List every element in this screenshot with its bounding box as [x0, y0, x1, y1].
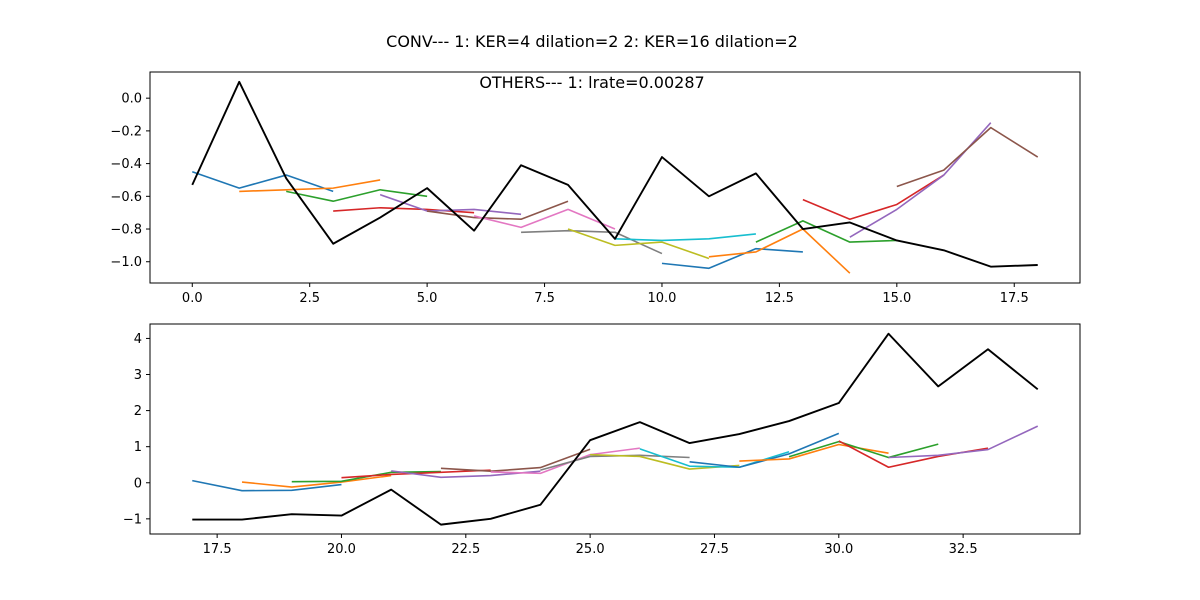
bottom-series-line-14	[888, 425, 1039, 459]
top-y-tick-label: −0.2	[110, 124, 142, 139]
bottom-series-line-12	[788, 440, 939, 459]
top-series-line-12	[755, 220, 897, 243]
top-series-line-1	[239, 179, 381, 193]
bottom-series-line-1	[241, 474, 392, 488]
top-actual-line	[191, 80, 1038, 268]
top-x-tick-label: 12.5	[765, 291, 794, 306]
top-x-tick-label: 17.5	[1000, 291, 1029, 306]
top-series-line-13	[802, 174, 945, 221]
top-series-line-5	[427, 200, 569, 221]
bottom-y-tick-label: 0	[134, 476, 142, 491]
bottom-x-tick-label: 17.5	[203, 542, 232, 557]
top-x-tick-label: 0.0	[182, 291, 203, 306]
bottom-x-tick-label: 20.0	[327, 542, 356, 557]
bottom-plot: 17.5 20.0 22.5 25.0 27.5 30.0 32.5 −1 0 1 2 3 4	[123, 323, 1081, 557]
figure-suptitle: CONV--- 1: KER=4 dilation=2 2: KER=16 di…	[386, 32, 798, 51]
top-x-tick-label: 10.0	[647, 291, 676, 306]
top-series-line-10	[661, 247, 803, 270]
bottom-x-tick-label: 30.0	[824, 542, 853, 557]
top-series-line-15	[896, 126, 1039, 188]
top-x-tick-label: 5.0	[417, 291, 438, 306]
top-x-tick-label: 7.5	[534, 291, 555, 306]
top-series-line-0	[192, 171, 334, 193]
bottom-y-tick-label: 4	[134, 332, 142, 347]
top-series-line-6	[473, 208, 616, 230]
bottom-series-line-0	[192, 479, 342, 492]
bottom-x-tick-label: 25.0	[576, 542, 605, 557]
bottom-y-tick-label: 1	[134, 440, 142, 455]
top-x-tick-label: 2.5	[299, 291, 320, 306]
bottom-y-tick-label: −1	[123, 512, 142, 527]
top-series-line-9	[614, 233, 756, 242]
top-series-line-2	[286, 188, 428, 203]
top-axes-frame	[149, 71, 1081, 284]
top-series-line-11	[708, 228, 851, 274]
top-series-line-8	[567, 228, 710, 260]
top-y-tick-label: −0.4	[110, 157, 142, 172]
top-series-line-7	[521, 229, 663, 255]
bottom-x-tick-label: 27.5	[700, 542, 729, 557]
bottom-axes-frame	[149, 323, 1081, 535]
bottom-series-line-5	[440, 448, 591, 473]
top-y-tick-label: −1.0	[110, 255, 142, 270]
top-x-tick-label: 15.0	[882, 291, 911, 306]
top-series-line-3	[333, 206, 475, 214]
bottom-y-tick-label: 3	[134, 368, 142, 383]
top-y-tick-label: −0.6	[110, 190, 142, 205]
top-axes-title: OTHERS--- 1: lrate=0.00287	[479, 73, 704, 92]
bottom-y-tick-label: 2	[134, 404, 142, 419]
bottom-x-tick-label: 22.5	[451, 542, 480, 557]
top-y-tick-label: 0.0	[121, 92, 142, 107]
top-y-tick-label: −0.8	[110, 223, 142, 238]
bottom-x-tick-label: 32.5	[949, 542, 978, 557]
bottom-actual-line	[192, 332, 1039, 526]
top-plot: 0.0 2.5 5.0 7.5 10.0 12.5 15.0 17.5 0.0 −0.2 −0.4 −…	[110, 71, 1081, 306]
